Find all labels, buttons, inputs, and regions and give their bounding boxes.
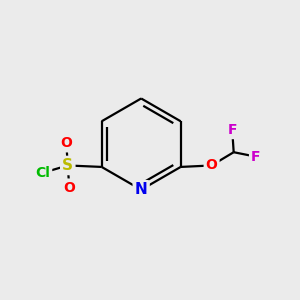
Text: O: O — [60, 136, 72, 150]
Text: F: F — [251, 150, 260, 164]
Text: S: S — [62, 158, 73, 173]
Text: Cl: Cl — [35, 166, 50, 180]
Text: O: O — [63, 181, 75, 194]
Text: N: N — [135, 182, 148, 197]
Text: O: O — [206, 158, 218, 172]
Text: F: F — [227, 123, 237, 137]
